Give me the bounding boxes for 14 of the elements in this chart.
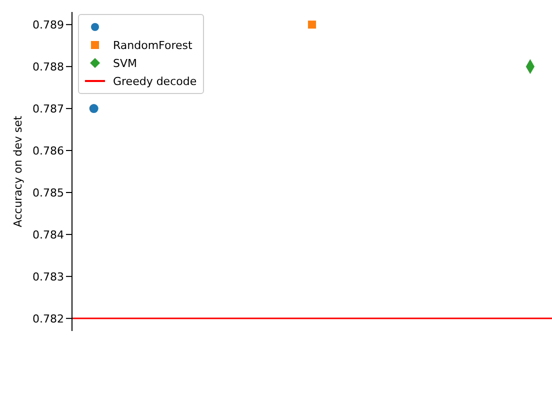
legend-label: Greedy decode xyxy=(113,74,197,88)
legend-label: SVM xyxy=(113,56,137,70)
y-axis-title: Accuracy on dev set xyxy=(12,115,24,228)
y-tick-label: 0.785 xyxy=(32,186,64,200)
y-tick-label: 0.782 xyxy=(32,312,64,326)
y-tick-label: 0.786 xyxy=(32,144,64,158)
y-tick-label: 0.787 xyxy=(32,102,64,116)
point xyxy=(308,20,316,29)
y-tick-label: 0.788 xyxy=(32,60,64,74)
y-tick-label: 0.784 xyxy=(32,228,64,242)
legend-label: RandomForest xyxy=(113,38,192,52)
point xyxy=(89,104,98,114)
y-tick-label: 0.783 xyxy=(32,270,64,284)
y-tick-label: 0.789 xyxy=(32,18,64,32)
